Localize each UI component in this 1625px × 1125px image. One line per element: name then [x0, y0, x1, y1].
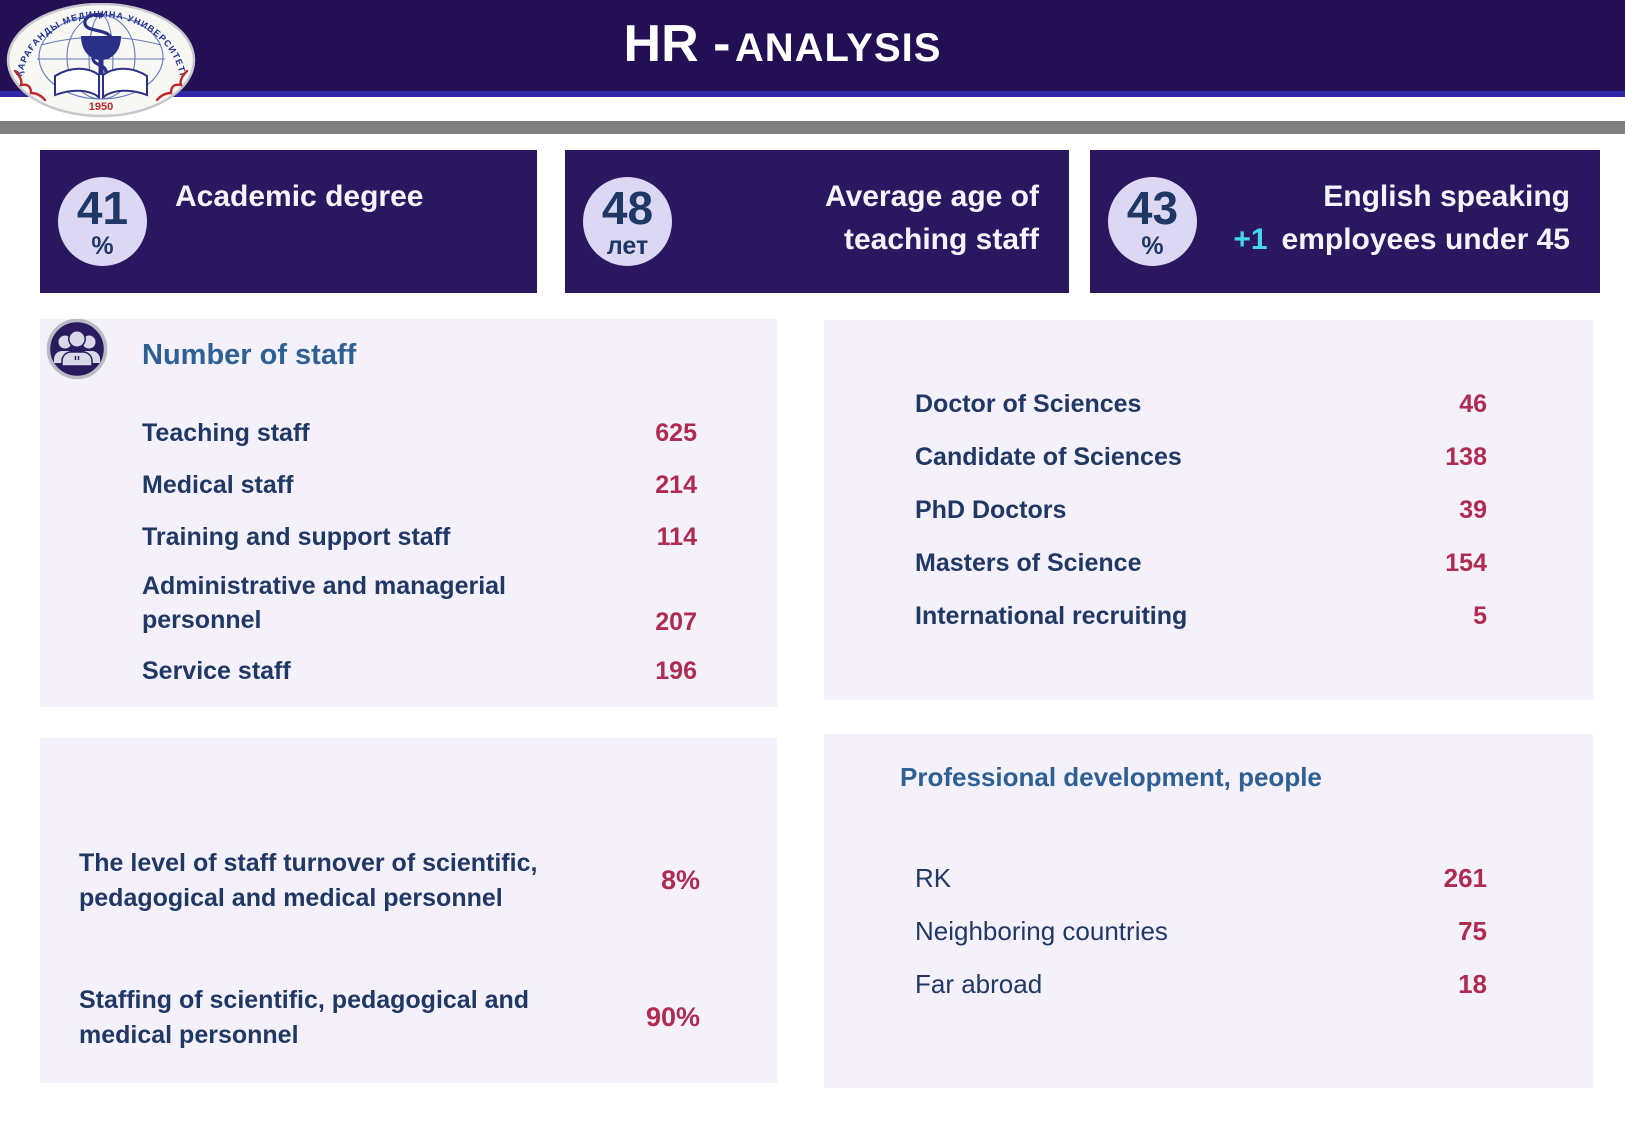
open-book-icon	[54, 67, 148, 99]
table-row: Doctor of Sciences 46	[915, 378, 1487, 431]
red-ornament-icon	[13, 69, 189, 102]
stat-value: 43	[1126, 181, 1179, 234]
row-value: 8%	[660, 865, 700, 895]
row-label: Training and support staff	[142, 522, 451, 551]
staff-group-icon	[46, 318, 108, 380]
row-label: Service staff	[142, 656, 291, 685]
row-label: Medical staff	[142, 470, 294, 499]
row-value: 75	[1458, 916, 1487, 946]
stat-unit: %	[1141, 231, 1164, 260]
table-row: Administrative and managerial personnel …	[142, 563, 697, 645]
stat-plus-badge: +1	[1233, 223, 1268, 256]
panel-academic-degrees: Doctor of Sciences 46 Candidate of Scien…	[824, 320, 1593, 700]
table-row: The level of staff turnover of scientifi…	[79, 833, 700, 928]
table-row: Medical staff 214	[142, 459, 697, 511]
stat-unit: лет	[606, 231, 649, 260]
stat-label-line: Academic degree	[175, 180, 424, 213]
panel-number-of-staff: Number of staff Teaching staff 625 Medic…	[40, 318, 777, 707]
stat-value: 41	[76, 181, 129, 234]
row-value: 261	[1443, 863, 1487, 893]
table-row: Training and support staff 114	[142, 511, 697, 563]
degrees-rows: Doctor of Sciences 46 Candidate of Scien…	[915, 378, 1487, 643]
row-value: 5	[1473, 602, 1487, 630]
stat-card-academic-degree: 41 % Academic degree	[40, 150, 537, 293]
row-label: Far abroad	[915, 969, 1043, 999]
row-label: PhD Doctors	[915, 496, 1067, 524]
page-title-sub: ANALYSIS	[734, 26, 942, 70]
row-label: Doctor of Sciences	[915, 390, 1142, 418]
table-row: Neighboring countries 75	[915, 905, 1487, 958]
table-row: Masters of Science 154	[915, 537, 1487, 590]
stat-unit: %	[91, 231, 114, 260]
row-label: Teaching staff	[142, 418, 310, 447]
stat-label: English speaking +1 employees under 45	[1233, 175, 1570, 261]
header-accent-strip	[0, 91, 1625, 97]
table-row: RK 261	[915, 852, 1487, 905]
row-value: 46	[1459, 390, 1487, 418]
stat-label-line: employees under 45	[1281, 223, 1570, 256]
panel-title: Professional development, people	[900, 762, 1322, 792]
row-value: 138	[1445, 443, 1487, 471]
panel-professional-development: Professional development, people RK 261 …	[824, 734, 1593, 1088]
stat-label-line: English speaking	[1323, 180, 1570, 213]
stat-circle: 48 лет	[583, 177, 672, 266]
page-title-main: HR -	[623, 15, 731, 73]
panel-title: Number of staff	[142, 339, 357, 371]
row-value: 90%	[645, 1002, 700, 1032]
row-value: 114	[656, 522, 697, 551]
stat-card-english-speaking: 43 % English speaking +1 employees under …	[1090, 150, 1600, 293]
table-row: Candidate of Sciences 138	[915, 431, 1487, 484]
row-value: 18	[1458, 969, 1487, 999]
page-title: HR - ANALYSIS	[0, 14, 1565, 74]
row-label: RK	[915, 863, 952, 893]
header-band	[0, 0, 1625, 91]
development-rows: RK 261 Neighboring countries 75 Far abro…	[915, 852, 1487, 1011]
row-label: Staffing of scientific, pedagogical and …	[79, 985, 530, 1049]
row-value: 625	[655, 418, 697, 447]
table-row: PhD Doctors 39	[915, 484, 1487, 537]
stat-label: Academic degree	[175, 175, 423, 261]
table-row: Teaching staff 625	[142, 407, 697, 459]
stat-value: 48	[601, 181, 654, 234]
table-row: Staffing of scientific, pedagogical and …	[79, 970, 700, 1065]
panel-staff-turnover: The level of staff turnover of scientifi…	[40, 738, 777, 1083]
row-label: Administrative and managerial personnel	[142, 572, 507, 634]
row-label: The level of staff turnover of scientifi…	[79, 848, 538, 912]
row-value: 214	[655, 470, 697, 499]
stat-circle: 43 %	[1108, 177, 1197, 266]
stat-label-line: Average age of	[825, 180, 1039, 213]
table-row: Far abroad 18	[915, 958, 1487, 1011]
stat-circle: 41 %	[58, 177, 147, 266]
logo-year: 1950	[89, 101, 113, 113]
table-row: Service staff 196	[142, 645, 697, 697]
bowl-of-hygieia-icon	[81, 12, 121, 75]
university-logo: ҚАРАҒАНДЫ МЕДИЦИНА УНИВЕРСИТЕТІ 1950	[6, 3, 196, 118]
stat-label-line: teaching staff	[843, 223, 1039, 256]
row-value: 39	[1459, 496, 1487, 524]
row-label: Candidate of Sciences	[915, 443, 1182, 471]
row-label: International recruiting	[915, 602, 1188, 630]
row-value: 154	[1445, 549, 1487, 577]
stat-label: Average age of teaching staff	[825, 175, 1039, 261]
row-label: Masters of Science	[915, 549, 1142, 577]
staff-rows: Teaching staff 625 Medical staff 214 Tra…	[142, 407, 697, 697]
table-row: International recruiting 5	[915, 590, 1487, 643]
gray-divider-bar	[0, 121, 1625, 134]
stat-card-average-age: 48 лет Average age of teaching staff	[565, 150, 1069, 293]
turnover-rows: The level of staff turnover of scientifi…	[79, 833, 700, 1107]
row-value: 207	[655, 608, 697, 636]
row-label: Neighboring countries	[915, 916, 1168, 946]
row-value: 196	[655, 656, 697, 685]
